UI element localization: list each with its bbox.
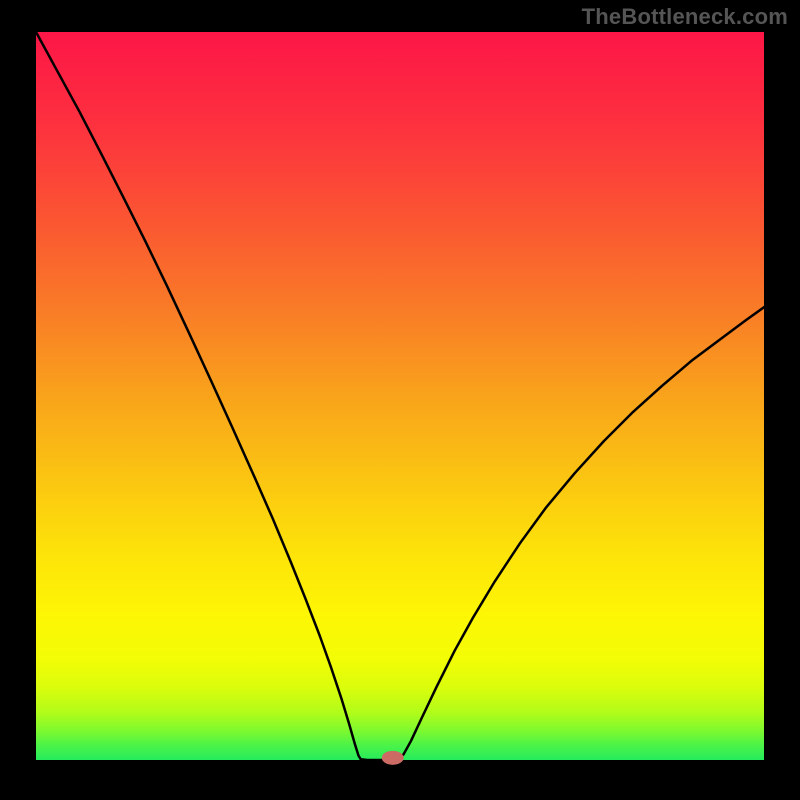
optimal-point-marker — [382, 751, 404, 765]
bottleneck-chart — [0, 0, 800, 800]
watermark-text: TheBottleneck.com — [582, 4, 788, 30]
plot-background — [36, 32, 764, 760]
